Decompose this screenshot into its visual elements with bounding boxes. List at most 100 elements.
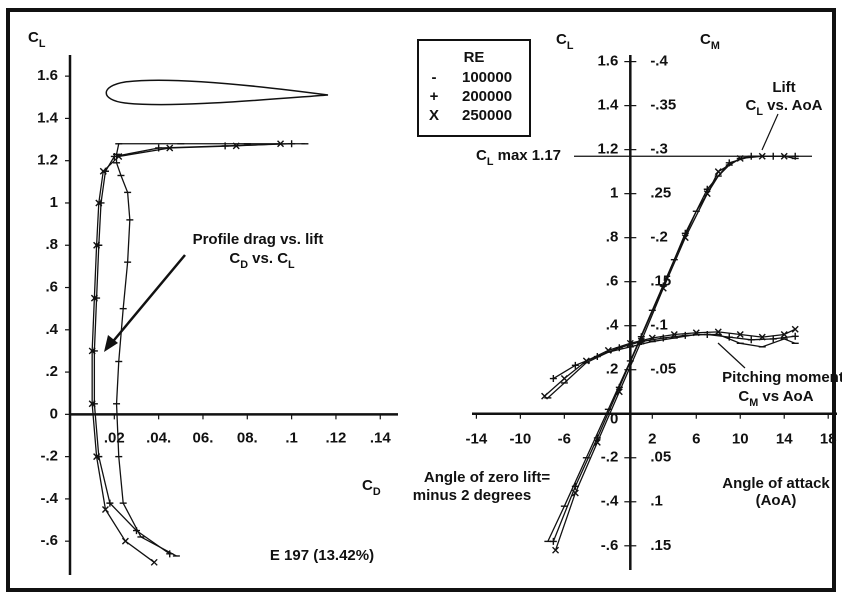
arrow-head <box>104 335 118 352</box>
point-marker <box>88 347 96 355</box>
y-tick-label: -.2 <box>601 449 619 466</box>
x-tick-label: -6 <box>558 431 571 448</box>
x-axis-title: Angle of attack <box>722 475 830 492</box>
point-marker <box>90 294 98 302</box>
x-tick-label: .04. <box>146 429 171 446</box>
point-marker <box>736 331 744 339</box>
y2-tick-label: -.05 <box>650 361 676 378</box>
point-marker <box>99 167 107 175</box>
point-marker <box>95 199 103 207</box>
y-tick-label: 1 <box>50 194 58 211</box>
series-line <box>554 155 785 551</box>
point-marker <box>714 328 722 336</box>
point-marker <box>681 234 689 242</box>
legend-symbol: - <box>432 69 437 86</box>
point-marker <box>150 558 158 566</box>
point-marker <box>747 152 755 160</box>
y-tick-label: .4 <box>606 317 619 334</box>
point-marker <box>166 550 174 558</box>
point-marker <box>725 333 733 341</box>
point-marker <box>791 332 799 340</box>
legend-label: 200000 <box>462 88 512 105</box>
point-marker <box>106 499 114 507</box>
point-marker <box>110 152 118 160</box>
y-tick-label: 1 <box>610 185 618 202</box>
leader-line <box>717 342 746 369</box>
y2-tick-label: .05 <box>650 449 671 466</box>
legend-symbol: X <box>429 107 439 124</box>
x-tick-label: 2 <box>648 431 656 448</box>
series-line <box>91 143 281 563</box>
y2-tick-label: -.4 <box>650 53 668 70</box>
point-marker <box>747 336 755 344</box>
annotation: CL max 1.17 <box>476 147 561 168</box>
point-marker <box>780 152 788 160</box>
y2-tick-label: .1 <box>650 493 663 510</box>
y2-tick-label: -.3 <box>650 141 668 158</box>
point-marker <box>758 333 766 341</box>
arrow <box>109 254 186 346</box>
legend-box <box>417 39 531 137</box>
point-marker <box>232 142 240 150</box>
annotation: minus 2 degrees <box>413 487 531 504</box>
x-tick-label: -10 <box>510 431 532 448</box>
y-tick-label: -.2 <box>40 448 58 465</box>
y2-tick-label: -.35 <box>650 97 676 114</box>
y-tick-label: 1.2 <box>597 141 618 158</box>
point-marker <box>88 400 96 408</box>
point-marker <box>93 241 101 249</box>
point-marker <box>714 168 722 176</box>
point-marker <box>166 144 174 152</box>
y-tick-label: 1.4 <box>597 97 619 114</box>
point-marker <box>736 154 744 162</box>
point-marker <box>571 361 579 369</box>
y-tick-label: 1.2 <box>37 152 58 169</box>
point-marker <box>288 140 296 148</box>
y2-tick-label: -.2 <box>650 229 668 246</box>
y-tick-label: 0 <box>610 411 618 428</box>
y-tick-label: .2 <box>606 361 619 378</box>
point-marker <box>604 346 612 354</box>
y-tick-label: -.6 <box>40 532 58 549</box>
legend-symbol: + <box>430 88 439 105</box>
y-tick-label: 1.6 <box>597 53 618 70</box>
annotation: CL vs. AoA <box>746 97 823 118</box>
y2-tick-label: .25 <box>650 185 671 202</box>
y-tick-label: .8 <box>606 229 619 246</box>
point-marker <box>121 537 129 545</box>
point-marker <box>549 375 557 383</box>
y-tick-label: .8 <box>45 236 58 253</box>
series-line <box>552 155 796 542</box>
point-marker <box>132 527 140 535</box>
x-tick-label: 14 <box>776 431 793 448</box>
point-marker <box>582 357 590 365</box>
y-tick-label: .2 <box>45 363 58 380</box>
x-tick-label: .14 <box>370 429 392 446</box>
x-tick-label: -14 <box>466 431 488 448</box>
point-marker <box>791 325 799 333</box>
series-line <box>93 143 292 555</box>
point-marker <box>101 505 109 513</box>
y-tick-label: -.6 <box>601 537 619 554</box>
annotation: Angle of zero lift= <box>424 469 550 486</box>
point-marker <box>549 537 557 545</box>
annotation: Lift <box>772 79 795 96</box>
point-marker <box>648 334 656 342</box>
y-tick-label: .6 <box>45 278 58 295</box>
y2-tick-label: -.1 <box>650 317 668 334</box>
y-tick-label: -.4 <box>40 490 58 507</box>
point-marker <box>791 152 799 160</box>
airfoil-label: E 197 (13.42%) <box>270 547 374 564</box>
point-marker <box>703 190 711 198</box>
point-marker <box>780 331 788 339</box>
y-tick-label: 1.6 <box>37 67 58 84</box>
point-marker <box>769 335 777 343</box>
point-marker <box>692 329 700 337</box>
y-tick-label: 0 <box>50 405 58 422</box>
x-tick-label: .12 <box>326 429 347 446</box>
x-tick-label: 06. <box>193 429 214 446</box>
legend-title: RE <box>464 49 485 66</box>
point-marker <box>541 392 549 400</box>
point-marker <box>571 489 579 497</box>
